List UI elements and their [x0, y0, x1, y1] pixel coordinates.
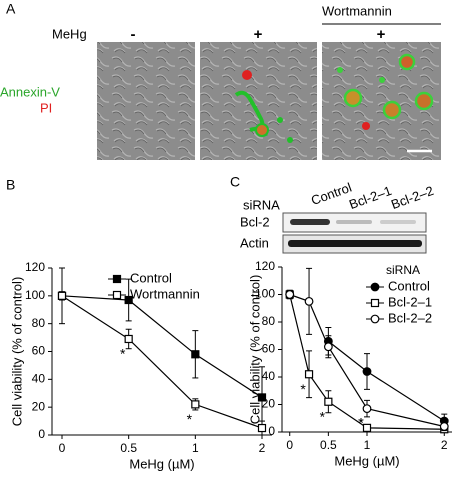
blot-row-label: Actin — [240, 235, 269, 250]
legend-title: siRNA — [386, 263, 420, 277]
y-tick-label: 120 — [255, 259, 275, 273]
y-tick-label: 80 — [262, 314, 276, 328]
marker — [112, 290, 122, 300]
marker — [191, 400, 200, 409]
marker — [257, 423, 267, 433]
condition: + — [377, 26, 386, 43]
y-tick-label: 80 — [32, 316, 46, 330]
panel-label: A — [6, 1, 16, 17]
x-axis-title: MeHg (µM) — [334, 453, 399, 468]
inhibitor-label: Wortmannin — [322, 3, 392, 18]
y-tick-label: 0 — [268, 424, 275, 438]
x-tick-label: 0.5 — [120, 441, 137, 455]
y-tick-label: 100 — [25, 288, 45, 302]
marker — [304, 370, 314, 379]
marker — [324, 397, 333, 406]
treatment-label: MeHg — [52, 26, 87, 41]
y-tick-label: 40 — [262, 369, 276, 383]
y-axis-title: Cell viability (% of control) — [9, 277, 24, 427]
marker — [124, 334, 133, 344]
marker — [124, 295, 133, 305]
marker — [370, 298, 380, 308]
significance: * — [120, 346, 126, 362]
x-axis-title: MeHg (µM) — [129, 456, 194, 471]
series-line — [61, 295, 263, 398]
blot-label: siRNA — [243, 197, 280, 212]
condition: - — [131, 26, 136, 43]
lane-label: Bcl-2–2 — [389, 183, 436, 212]
marker — [362, 404, 372, 414]
significance: * — [358, 415, 364, 431]
x-tick-label: 1 — [192, 441, 199, 455]
marker — [285, 290, 295, 299]
marker — [323, 342, 333, 352]
y-tick-label: 100 — [255, 287, 275, 301]
x-tick-label: 1 — [364, 438, 371, 452]
x-tick-label: 0.5 — [320, 438, 337, 452]
lane-label: Bcl-2–1 — [347, 183, 394, 212]
y-tick-label: 0 — [38, 427, 45, 441]
stain-label: PI — [40, 100, 52, 115]
x-tick-label: 2 — [441, 438, 448, 452]
lane-label: Control — [309, 180, 354, 208]
marker — [370, 282, 380, 292]
x-tick-label: 2 — [259, 441, 266, 455]
blot-image — [282, 212, 427, 254]
significance: * — [358, 415, 364, 431]
marker — [257, 393, 267, 402]
stain-label: Annexin-V — [0, 84, 60, 99]
marker — [362, 423, 372, 432]
y-tick-label: 40 — [32, 372, 46, 386]
series-line — [61, 295, 263, 429]
x-tick-label: 0 — [59, 441, 66, 455]
legend-label: Control — [388, 278, 430, 293]
marker — [112, 274, 122, 284]
y-tick-label: 120 — [25, 260, 45, 274]
marker — [304, 296, 314, 306]
y-tick-label: 20 — [32, 399, 46, 413]
marker — [362, 367, 372, 376]
marker — [191, 350, 200, 359]
y-tick-label: 60 — [32, 344, 46, 358]
significance: * — [320, 408, 326, 424]
marker — [439, 422, 449, 431]
marker — [370, 314, 380, 324]
significance: * — [300, 381, 306, 397]
blot-row-label: Bcl-2 — [240, 214, 270, 229]
micrograph — [322, 42, 441, 160]
y-axis-title: Cell viability (% of control) — [247, 275, 262, 425]
panel-label: B — [6, 177, 15, 193]
micrograph — [97, 42, 195, 160]
panel-label: C — [230, 174, 240, 190]
legend-label: Wortmannin — [130, 286, 200, 301]
legend-label: Bcl-2–1 — [388, 294, 432, 309]
series-line — [327, 340, 445, 422]
micrograph — [200, 42, 317, 160]
significance: * — [187, 411, 193, 427]
y-tick-label: 60 — [262, 342, 276, 356]
x-tick-label: 0 — [286, 438, 293, 452]
legend-label: Bcl-2–2 — [388, 310, 432, 325]
marker — [57, 291, 67, 300]
condition: + — [254, 26, 263, 43]
legend-label: Control — [130, 270, 172, 285]
y-tick-label: 20 — [262, 397, 276, 411]
